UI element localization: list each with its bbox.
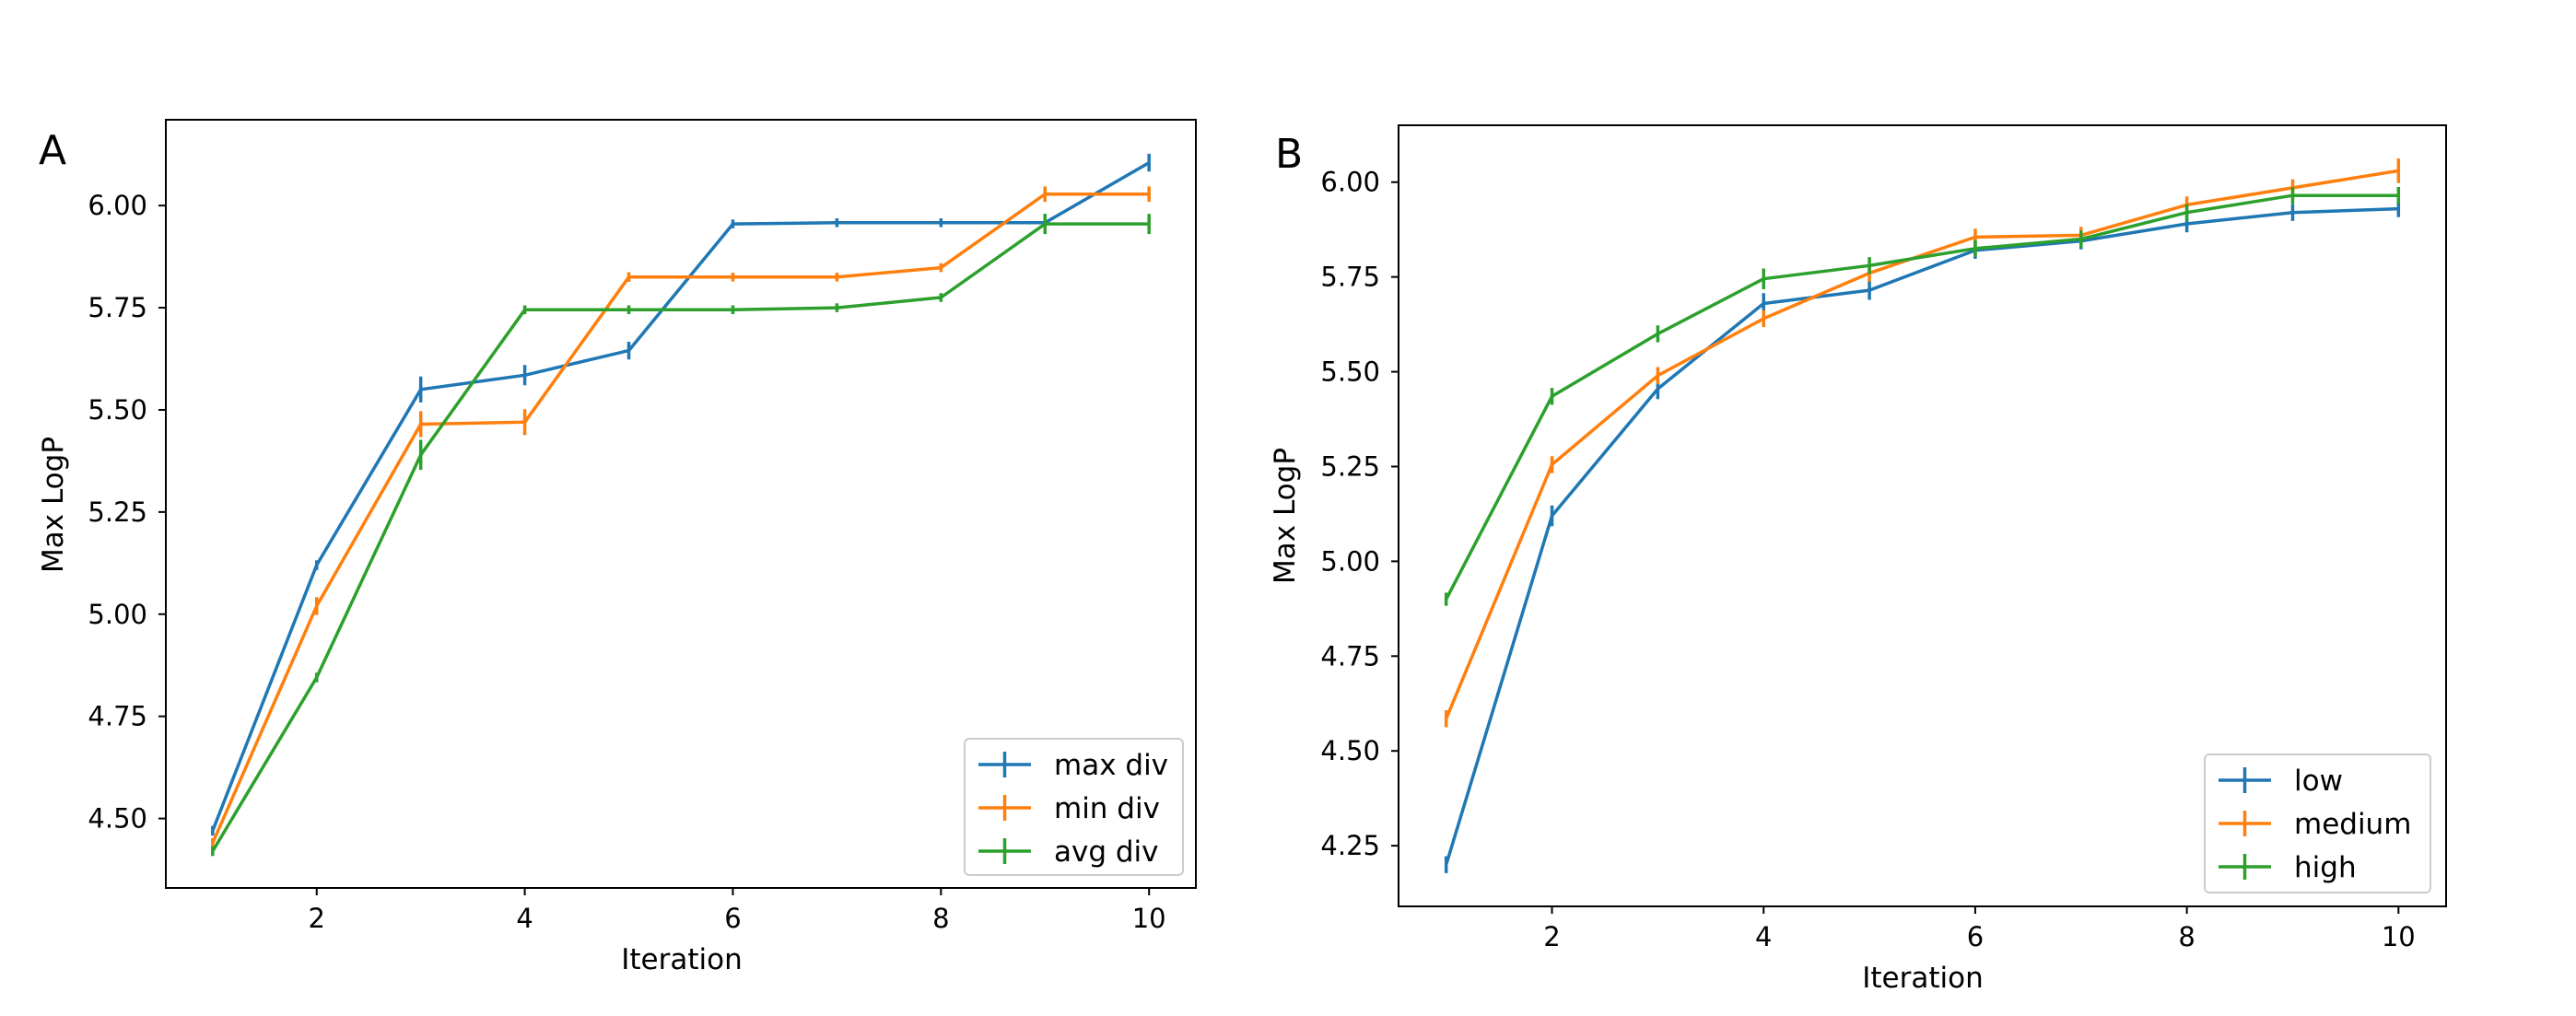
panel-b-y-tick-label-1: 4.50 bbox=[1320, 735, 1380, 766]
panel-a-y-tick-label-5: 5.75 bbox=[88, 292, 147, 323]
panel-b-axes-frame bbox=[1398, 124, 2447, 907]
panel-b-legend-label-2: high bbox=[2294, 851, 2357, 884]
panel-b-y-tick-label-5: 5.50 bbox=[1320, 356, 1380, 388]
panel-b-legend-label-0: low bbox=[2294, 765, 2343, 798]
panel-a-legend-label-1: min div bbox=[1054, 792, 1160, 825]
panel-b-y-tick-label-0: 4.25 bbox=[1320, 830, 1380, 861]
panel-a-legend-label-0: max div bbox=[1054, 749, 1168, 782]
panel-b-y-tick-label-2: 4.75 bbox=[1320, 640, 1380, 671]
panel-a-axes-frame bbox=[165, 119, 1197, 889]
panel-b-legend-label-1: medium bbox=[2294, 808, 2411, 841]
panel-a-y-tick-label-3: 5.25 bbox=[88, 496, 147, 528]
panel-a-y-tick-label-0: 4.50 bbox=[88, 803, 147, 835]
panel-a-plot-area bbox=[211, 153, 1151, 857]
panel-a-ticks: 2 4 6 8 10 4.50 4.75 5.00 5.25 5.50 5.75 6.00 bbox=[88, 190, 1165, 934]
panel-a-legend-label-2: avg div bbox=[1054, 835, 1159, 869]
panel-b-x-tick-label-4: 10 bbox=[2382, 921, 2416, 952]
panel-b-y-tick-label-4: 5.25 bbox=[1320, 450, 1380, 482]
panel-b-letter: B bbox=[1275, 131, 1303, 178]
panel-a-legend: max div min div avg div bbox=[964, 738, 1184, 876]
panel-b-y-axis-label: Max LogP bbox=[1269, 448, 1302, 584]
panel-b-ticks: 2 4 6 8 10 4.25 4.50 4.75 5.00 5.25 5.50 5.75 6.00 bbox=[1320, 167, 2415, 952]
panel-b-y-tick-label-6: 5.75 bbox=[1320, 262, 1380, 293]
panel-a-x-tick-label-3: 8 bbox=[932, 903, 949, 934]
panel-b-series-1-line bbox=[1445, 169, 2399, 719]
panel-b-x-tick-label-0: 2 bbox=[1543, 921, 1560, 952]
panel-a-y-tick-label-2: 5.00 bbox=[88, 599, 147, 630]
panel-b-series-2-line bbox=[1445, 193, 2399, 601]
panel-a-legend-box bbox=[964, 738, 1184, 876]
panel-a-x-tick-label-4: 10 bbox=[1132, 903, 1166, 934]
panel-b-x-tick-label-3: 8 bbox=[2178, 921, 2195, 952]
panel-b-y-tick-label-7: 6.00 bbox=[1320, 167, 1380, 198]
panel-a-y-tick-label-6: 6.00 bbox=[88, 190, 147, 221]
panel-a-y-tick-label-4: 5.50 bbox=[88, 394, 147, 426]
panel-b-legend-box bbox=[2204, 753, 2431, 893]
panel-a-x-axis-label: Iteration bbox=[621, 943, 743, 976]
panel-b-plot-area bbox=[1444, 158, 2401, 873]
panel-a-y-tick-label-1: 4.75 bbox=[88, 701, 147, 732]
panel-a-letter: A bbox=[39, 127, 66, 174]
panel-b-series-0-line bbox=[1445, 206, 2399, 866]
panel-b: B 2 4 6 8 10 4.25 4.50 4.75 5.00 5.25 5.50 5.75 6.00… bbox=[1269, 124, 2447, 995]
panel-b-x-tick-label-1: 4 bbox=[1755, 921, 1772, 952]
panel-a-series-0-line bbox=[211, 161, 1151, 832]
panel-a-y-axis-label: Max LogP bbox=[37, 437, 70, 573]
panel-a-series-1-line bbox=[211, 192, 1150, 844]
panel-b-x-tick-label-2: 6 bbox=[1967, 921, 1984, 952]
panel-a: A 2 4 6 8 10 4.50 4.75 5.00 5.25 5.50 5.75 6.00 Ite… bbox=[37, 119, 1197, 976]
panel-b-legend: low medium high bbox=[2204, 753, 2431, 893]
panel-b-x-axis-label: Iteration bbox=[1862, 962, 1984, 995]
panel-a-series-2-line bbox=[211, 222, 1150, 852]
panel-a-x-tick-label-1: 4 bbox=[516, 903, 533, 934]
panel-a-x-tick-label-0: 2 bbox=[309, 903, 325, 934]
panel-b-y-tick-label-3: 5.00 bbox=[1320, 545, 1380, 577]
panel-a-x-tick-label-2: 6 bbox=[724, 903, 741, 934]
